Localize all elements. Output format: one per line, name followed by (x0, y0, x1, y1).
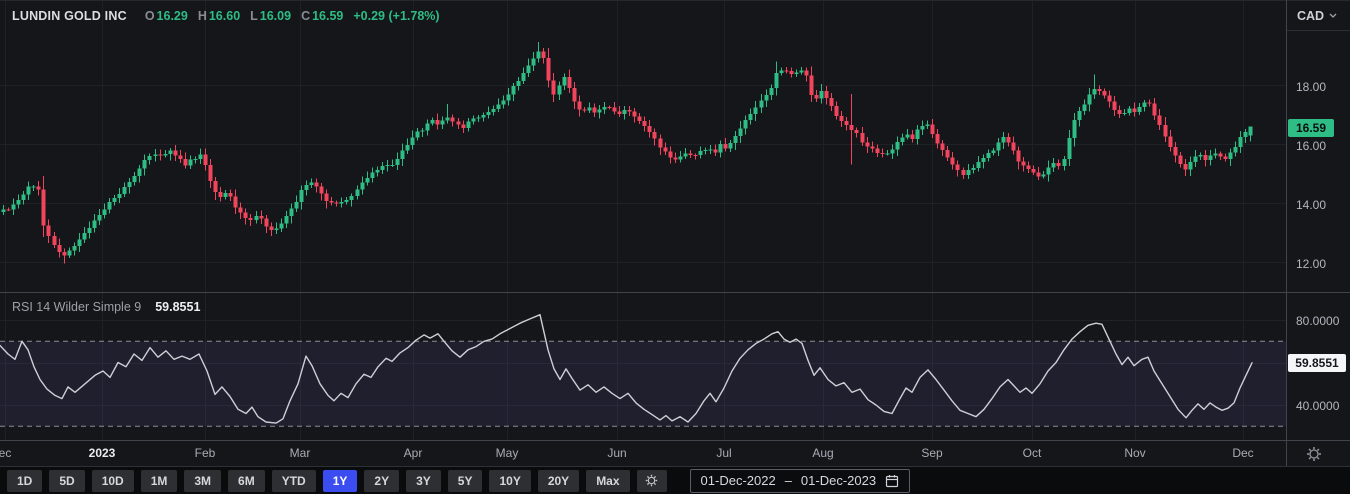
range-button-ytd[interactable]: YTD (271, 469, 316, 492)
candlestick-chart[interactable] (0, 1, 1286, 292)
calendar-icon (885, 474, 899, 487)
rsi-tick-label: 40.0000 (1296, 399, 1340, 413)
time-axis-label: Jun (607, 446, 627, 460)
range-button-1m[interactable]: 1M (140, 469, 178, 492)
currency-label: CAD (1297, 8, 1325, 23)
date-range-picker[interactable]: 01-Dec-2022 – 01-Dec-2023 (689, 468, 911, 493)
time-axis-label: May (495, 446, 519, 460)
axis-column-divider (1286, 0, 1287, 466)
rsi-label[interactable]: RSI 14 Wilder Simple 9 (12, 300, 142, 314)
axis-settings-icon[interactable] (1304, 444, 1324, 464)
price-tick-label: 12.00 (1296, 257, 1327, 271)
ohlc-open: O 16.29 (144, 9, 188, 23)
price-tick-label: 16.00 (1296, 139, 1327, 153)
price-pane[interactable]: LUNDIN GOLD INC O 16.29 H 16.60 L 16.09 C 16… (0, 1, 1286, 292)
rsi-value: 59.8551 (155, 300, 201, 314)
time-axis-label: ec (0, 446, 12, 460)
range-button-2y[interactable]: 2Y (364, 469, 400, 492)
time-axis-label: Sep (921, 446, 943, 460)
range-toolbar: 1D 5D 10D 1M 3M 6M YTD 1Y 2Y 3Y 5Y 10Y 20Y Max 01-Dec… (0, 467, 1350, 494)
ohlc-low: L 16.09 (250, 9, 292, 23)
range-button-3y[interactable]: 3Y (406, 469, 441, 492)
axis-divider (0, 440, 1350, 441)
time-axis-label: Feb (194, 446, 216, 460)
range-button-10d[interactable]: 10D (91, 469, 134, 492)
range-button-1d[interactable]: 1D (7, 469, 43, 492)
toolbar-divider (0, 466, 1350, 467)
price-tick-label: 18.00 (1296, 80, 1327, 94)
gear-icon (645, 474, 658, 487)
time-axis-label: 2023 (88, 446, 116, 460)
rsi-value-badge: 59.8551 (1288, 353, 1346, 372)
last-price-badge: 16.59 (1288, 118, 1334, 137)
time-axis-label: Oct (1022, 446, 1042, 460)
pane-divider[interactable] (0, 292, 1350, 293)
change-value: +0.29 (+1.78%) (353, 9, 440, 23)
window-top-border (0, 0, 1350, 1)
currency-dropdown[interactable]: CAD (1287, 1, 1350, 31)
rsi-pane[interactable]: RSI 14 Wilder Simple 9 59.8551 (0, 293, 1286, 440)
ohlc-high: H 16.60 (197, 9, 241, 23)
price-axis-column[interactable]: CAD 18.00 16.00 14.00 12.00 80.0000 40.0000 … (1287, 1, 1350, 440)
time-axis-label: Aug (812, 446, 834, 460)
range-button-5d[interactable]: 5D (49, 469, 85, 492)
range-button-10y[interactable]: 10Y (489, 469, 531, 492)
date-range-start: 01-Dec-2022 (700, 473, 776, 488)
price-tick-label: 14.00 (1296, 198, 1327, 212)
range-button-5y[interactable]: 5Y (447, 469, 483, 492)
time-axis-label: Mar (289, 446, 311, 460)
symbol-title[interactable]: LUNDIN GOLD INC (12, 9, 127, 23)
range-button-1y[interactable]: 1Y (322, 469, 358, 492)
rsi-tick-label: 80.0000 (1296, 314, 1340, 328)
rsi-chart[interactable] (0, 293, 1286, 440)
time-axis-label: Nov (1124, 446, 1146, 460)
range-button-20y[interactable]: 20Y (537, 469, 580, 492)
ohlc-close: C 16.59 (301, 9, 344, 23)
chevron-down-icon (1329, 13, 1337, 18)
range-button-6m[interactable]: 6M (228, 469, 265, 492)
date-range-separator: – (784, 473, 792, 488)
range-button-max[interactable]: Max (586, 469, 630, 492)
chart-header: LUNDIN GOLD INC O 16.29 H 16.60 L 16.09 C 16… (12, 9, 440, 23)
time-axis-label: Dec (1232, 446, 1254, 460)
rsi-header: RSI 14 Wilder Simple 9 59.8551 (12, 300, 200, 314)
range-buttons: 1D 5D 10D 1M 3M 6M YTD 1Y 2Y 3Y 5Y 10Y 20Y Max (7, 469, 630, 492)
chart-settings-button[interactable] (636, 469, 667, 492)
range-button-3m[interactable]: 3M (184, 469, 222, 492)
date-range-end: 01-Dec-2023 (800, 473, 877, 488)
time-axis-label: Apr (403, 446, 423, 460)
time-axis-label: Jul (716, 446, 732, 460)
time-axis[interactable]: ec 2023 Feb Mar Apr May Jun Jul Aug Sep Oct Nov Dec (0, 441, 1350, 466)
